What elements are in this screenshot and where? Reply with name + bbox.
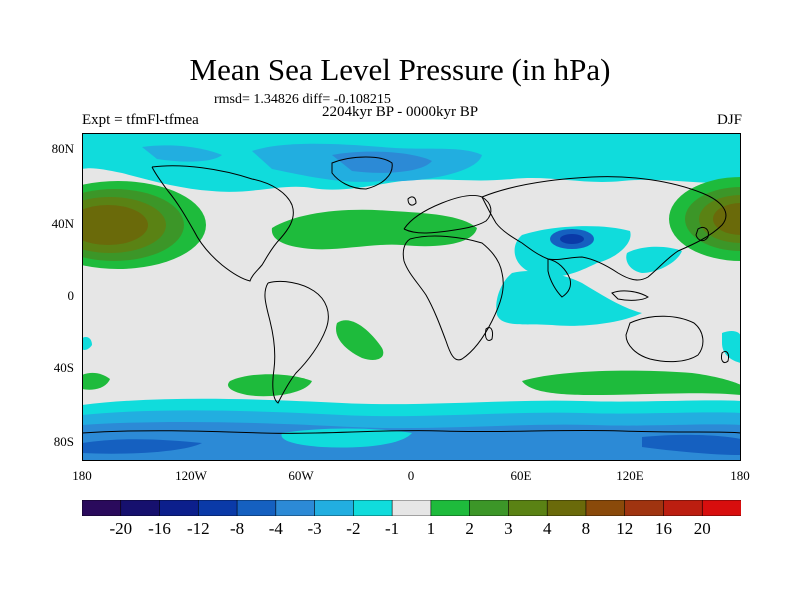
- colorbar-label-9: 2: [465, 519, 474, 538]
- colorbar-box-7: [353, 500, 393, 516]
- colorbar-label-7: -1: [385, 519, 400, 538]
- colorbar-box-4: [236, 500, 277, 516]
- lon-label-120e: 120E: [616, 468, 644, 483]
- greenland-coast: [331, 156, 393, 190]
- indian-ocean-cyan: [496, 271, 642, 326]
- colorbar-label-13: 12: [616, 519, 634, 538]
- colorbar-label-6: -2: [346, 519, 361, 538]
- colorbar-label-11: 4: [542, 519, 552, 538]
- colorbar-box-10: [469, 500, 510, 516]
- colorbar-box-13: [585, 500, 626, 516]
- colorbar-label-4: -4: [268, 519, 283, 538]
- japan-coast: [695, 226, 709, 242]
- asia-cyan-low: [514, 226, 631, 278]
- india-coast: [547, 258, 571, 298]
- colorbar-box-12: [546, 500, 587, 516]
- colorbar-label-15: 20: [693, 519, 711, 538]
- south-indian-green: [522, 370, 741, 395]
- lat-label-80n: 80N: [51, 141, 74, 156]
- colorbar-label-2: -12: [186, 519, 210, 538]
- madagascar-coast: [485, 326, 493, 342]
- lon-label-180e: 180: [730, 468, 750, 483]
- experiment-label: Expt = tfmFl-tfmea: [82, 112, 199, 128]
- colorbar-box-5: [275, 500, 316, 516]
- antarctic-blue-deep: [82, 439, 202, 454]
- indonesia-coast: [611, 290, 649, 301]
- colorbar-box-14: [624, 500, 665, 516]
- south-atlantic-green: [336, 320, 384, 360]
- lat-label-0: 0: [67, 288, 75, 303]
- season-label: DJF: [716, 112, 742, 128]
- colorbar-box-11: [508, 500, 548, 516]
- colorbar-box-1: [120, 500, 161, 516]
- south-cyan-patch-e: [722, 330, 741, 363]
- atlantic-green-band: [271, 209, 477, 250]
- colorbar-box-8: [391, 500, 432, 516]
- colorbar-box-2: [159, 500, 200, 516]
- period-label: 2204kyr BP - 0000kyr BP: [322, 104, 479, 120]
- lon-label-60e: 60E: [510, 468, 532, 483]
- colorbar-box-0: [82, 500, 122, 516]
- colorbar-label-14: 16: [655, 519, 672, 538]
- lon-label-60w: 60W: [288, 468, 314, 483]
- east-asia-cyan: [626, 246, 682, 273]
- asia-coast: [481, 176, 727, 281]
- lat-label-40n: 40N: [51, 216, 74, 231]
- map-frame: [82, 133, 741, 461]
- colorbar-label-12: 8: [581, 519, 591, 538]
- south-cyan-patch-w: [82, 336, 92, 350]
- plot-title: Mean Sea Level Pressure (in hPa): [189, 52, 611, 87]
- antarctica-coast: [82, 429, 741, 434]
- south-america-coast: [264, 280, 329, 404]
- antarctic-blue-deep-e: [642, 434, 741, 455]
- lon-label-180w: 180: [72, 468, 92, 483]
- colorbar-label-3: -8: [230, 519, 245, 538]
- europe-coast: [403, 194, 492, 234]
- colorbar-label-5: -3: [307, 519, 322, 538]
- uk-coast: [407, 196, 417, 206]
- colorbar-label-8: 1: [426, 519, 436, 538]
- africa-coast: [402, 235, 504, 361]
- antarctic-mid-blue: [82, 421, 741, 461]
- colorbar: [82, 500, 741, 516]
- lon-label-120w: 120W: [175, 468, 207, 483]
- colorbar-box-6: [314, 500, 355, 516]
- pacific-high-brown-w: [82, 205, 148, 245]
- lat-label-80s: 80S: [53, 434, 74, 449]
- new-zealand-coast: [721, 350, 729, 364]
- coastlines: [82, 156, 741, 434]
- colorbar-box-9: [430, 500, 471, 516]
- south-west-green: [82, 372, 110, 390]
- asia-darkblue-low: [560, 234, 584, 244]
- australia-coast: [625, 315, 704, 363]
- lon-label-0: 0: [407, 468, 415, 483]
- colorbar-box-15: [663, 500, 704, 516]
- colorbar-label-1: -16: [148, 519, 171, 538]
- colorbar-box-3: [197, 500, 238, 516]
- stats-text: rmsd= 1.34826 diff= -0.108215: [214, 92, 391, 107]
- colorbar-box-16: [701, 500, 741, 516]
- colorbar-label-10: 3: [504, 519, 513, 538]
- north-america-coast: [151, 165, 294, 282]
- lat-label-40s: 40S: [53, 360, 74, 375]
- colorbar-label-0: -20: [109, 519, 133, 538]
- arctic-cyan-patch: [142, 145, 222, 162]
- pressure-map: [82, 133, 741, 461]
